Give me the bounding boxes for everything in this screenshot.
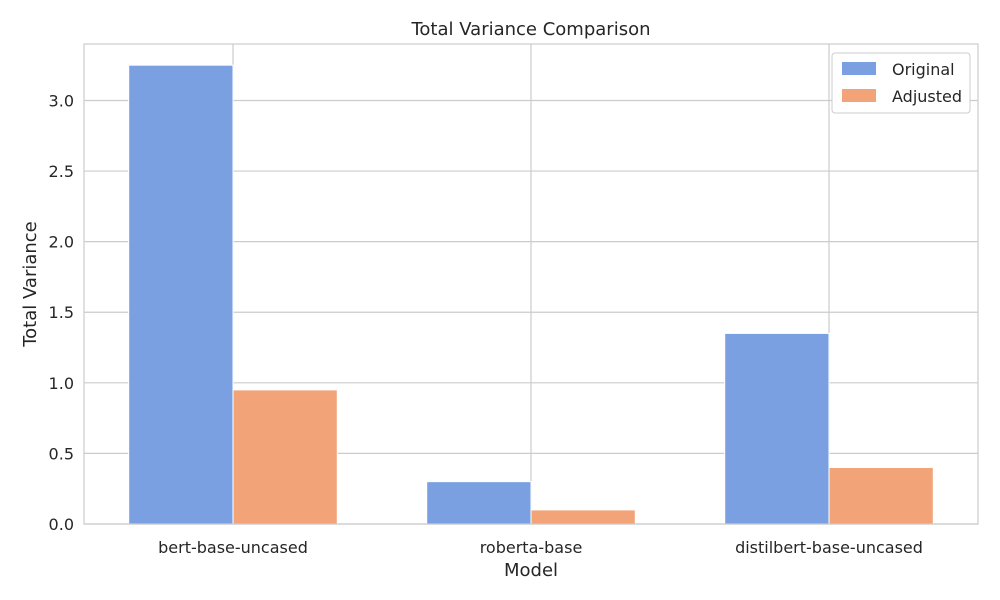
y-axis-ticks: 0.0 0.5 1.0 1.5 2.0 2.5 3.0 bbox=[49, 91, 74, 534]
legend-swatch-original bbox=[842, 62, 876, 75]
y-tick-label: 2.5 bbox=[49, 162, 74, 181]
x-axis-label: Model bbox=[504, 560, 558, 581]
y-tick-label: 0.5 bbox=[49, 444, 74, 463]
legend: Original Adjusted bbox=[831, 52, 971, 114]
x-tick-label: bert-base-uncased bbox=[158, 538, 308, 557]
bar-adjusted-bert-base-uncased bbox=[232, 389, 338, 525]
y-tick-label: 0.0 bbox=[49, 515, 74, 534]
legend-swatch-adjusted bbox=[842, 89, 876, 102]
bar-original-roberta-base bbox=[426, 481, 532, 525]
y-axis-label: Total Variance bbox=[20, 221, 41, 348]
x-axis-ticks: bert-base-uncased roberta-base distilbert-… bbox=[158, 538, 923, 557]
chart-title: Total Variance Comparison bbox=[410, 19, 650, 40]
legend-label-original: Original bbox=[892, 60, 955, 79]
y-tick-label: 1.5 bbox=[49, 303, 74, 322]
bar-original-bert-base-uncased bbox=[128, 64, 234, 525]
y-tick-label: 2.0 bbox=[49, 233, 74, 252]
bar-adjusted-distilbert-base-uncased bbox=[828, 467, 934, 525]
x-tick-label: distilbert-base-uncased bbox=[735, 538, 923, 557]
x-tick-label: roberta-base bbox=[480, 538, 583, 557]
bar-adjusted-roberta-base bbox=[530, 509, 636, 525]
plot-frame bbox=[83, 43, 979, 525]
legend-label-adjusted: Adjusted bbox=[892, 87, 962, 106]
y-tick-label: 1.0 bbox=[49, 374, 74, 393]
y-tick-label: 3.0 bbox=[49, 91, 74, 110]
bar-original-distilbert-base-uncased bbox=[724, 332, 830, 525]
bars bbox=[128, 64, 934, 525]
